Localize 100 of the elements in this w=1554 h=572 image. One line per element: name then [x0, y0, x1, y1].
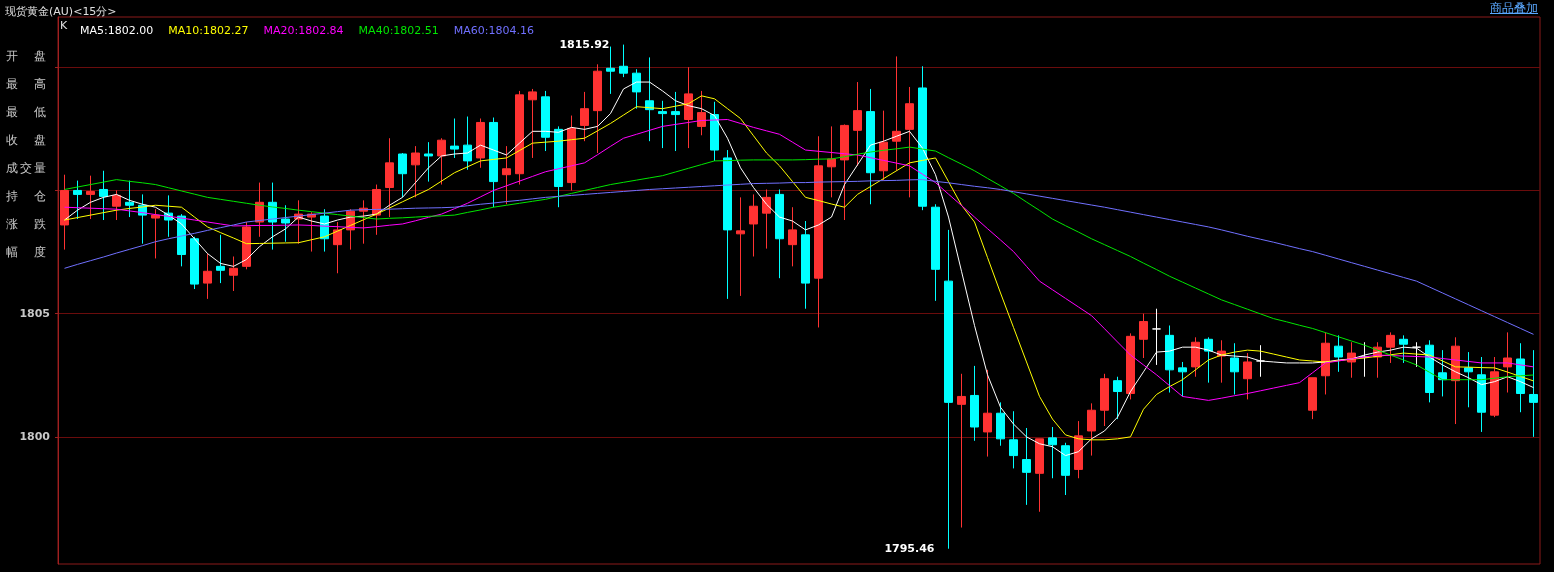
- candlestick: [1165, 324, 1174, 394]
- candlestick: [1126, 332, 1135, 400]
- text: MA20:1802.84: [263, 23, 344, 37]
- candlestick: [1243, 352, 1252, 400]
- candlestick: [944, 229, 953, 550]
- candlestick: [372, 184, 381, 236]
- candlestick: [203, 253, 212, 300]
- candlestick: [385, 137, 394, 218]
- candlestick: [151, 208, 160, 259]
- candlestick: [996, 401, 1005, 447]
- candlestick: [866, 88, 875, 205]
- candlestick: [983, 369, 992, 458]
- candlestick: [619, 44, 628, 78]
- y-tick-label: 1805: [19, 307, 50, 321]
- candlestick: [190, 236, 199, 290]
- candlestick: [879, 110, 888, 182]
- candlestick: [1204, 336, 1213, 384]
- text: 涨跌: [6, 216, 46, 233]
- text: MA10:1802.27: [168, 23, 249, 37]
- candlestick: [1230, 342, 1239, 395]
- candlestick: [1152, 308, 1161, 366]
- candlestick: [606, 46, 615, 95]
- candlestick: [411, 145, 420, 198]
- text: MA5:1802.00: [80, 23, 154, 37]
- candlestick: [736, 196, 745, 297]
- candlestick: [1048, 426, 1057, 479]
- line-series: [64, 119, 1534, 401]
- candlestick: [671, 91, 680, 152]
- candlestick: [216, 234, 225, 284]
- text: 收盘: [6, 132, 46, 149]
- candlestick: [489, 117, 498, 208]
- candlestick: [86, 175, 95, 220]
- candlestick: [463, 116, 472, 171]
- text: 幅度: [6, 244, 46, 261]
- text: MA60:1804.16: [453, 23, 535, 37]
- candlestick: [1061, 442, 1070, 496]
- candlestick: [775, 188, 784, 279]
- candlestick: [905, 86, 914, 198]
- candlestick: [567, 115, 576, 191]
- candlestick: [1178, 361, 1187, 397]
- candlestick: [1022, 427, 1031, 506]
- candlestick: [450, 118, 459, 159]
- candlestick: [1009, 410, 1018, 469]
- text: 最高: [6, 76, 46, 93]
- text: 最低: [6, 104, 46, 121]
- candlestick: [1490, 356, 1499, 418]
- candlestick: [684, 66, 693, 149]
- candlestick: [1334, 334, 1343, 373]
- candlestick: [398, 152, 407, 198]
- candlestick: [632, 68, 641, 110]
- text: MA40:1802.51: [358, 23, 439, 37]
- candlestick: [957, 373, 966, 529]
- candlestick: [1477, 356, 1486, 433]
- line-series: [64, 146, 1534, 381]
- candlestick: [658, 100, 667, 149]
- candlestick: [1139, 313, 1148, 359]
- text: 持仓: [6, 188, 46, 205]
- candlestick: [593, 63, 602, 154]
- candlestick: [333, 221, 342, 274]
- candlestick: [918, 65, 927, 211]
- candlestick: [229, 256, 238, 292]
- candlestick: [1386, 331, 1395, 364]
- candlestick: [814, 135, 823, 328]
- candlestick: [788, 206, 797, 267]
- candlestick: [749, 193, 758, 257]
- candlestick: [502, 145, 511, 205]
- candlestick: [554, 125, 563, 208]
- candlestick: [801, 220, 810, 310]
- text: 开盘: [6, 48, 46, 65]
- candlestick: [723, 149, 732, 300]
- candlestick: [437, 137, 446, 186]
- candlestick: [970, 365, 979, 442]
- candlestick: [515, 90, 524, 186]
- candlestick: [1529, 349, 1538, 438]
- annotation: 1815.92: [559, 38, 610, 52]
- candlestick: [1308, 377, 1317, 420]
- candlestick: [1113, 376, 1122, 420]
- candlestick: [476, 118, 485, 169]
- line-series: [64, 179, 1534, 335]
- candlestick: [125, 180, 134, 218]
- candlestick: [424, 141, 433, 183]
- candlestick: [1074, 420, 1083, 479]
- candlestick: [1464, 351, 1473, 408]
- candlestick: [60, 174, 69, 251]
- annotation: K: [60, 19, 68, 32]
- text: 成交量: [6, 160, 46, 177]
- chart-title: 现货黄金(AU)<15分>: [5, 5, 117, 18]
- candlestick: [1321, 331, 1330, 395]
- candlestick: [1191, 336, 1200, 378]
- candlestick: [99, 170, 108, 221]
- candlestick: [580, 91, 589, 142]
- candlestick: [931, 203, 940, 302]
- candlestick: [762, 188, 771, 250]
- candlestick: [1087, 402, 1096, 457]
- candlestick: [840, 123, 849, 221]
- candlestick: [645, 56, 654, 142]
- candlestick: [1399, 334, 1408, 364]
- y-tick-label: 1800: [19, 430, 51, 444]
- candlestick: [73, 180, 82, 220]
- candlestick: [528, 88, 537, 159]
